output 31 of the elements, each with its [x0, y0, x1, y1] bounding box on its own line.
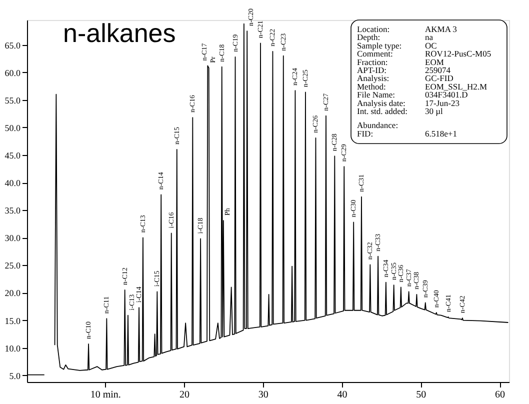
y-tick-label: 40.0 [4, 178, 21, 188]
text: FID: 6.518e+1 [357, 128, 457, 138]
text: Analysis: GC-FID [357, 73, 454, 84]
x-tick-label: 60 [495, 390, 506, 400]
y-tick-label: 30.0 [4, 233, 21, 244]
y-tick-label: 15.0 [4, 316, 21, 326]
text: APT-ID: 259074 [357, 65, 450, 75]
text: Analysis date: 17-Jun-23 [357, 98, 460, 108]
y-tick-label: 45.0 [4, 150, 21, 160]
x-tick-label: 30 [258, 390, 268, 400]
x-tick-label: 50 [416, 390, 426, 400]
text: File Name: 034F3401.D [357, 90, 468, 100]
text: Int. std. added: 30 µl [357, 106, 443, 116]
text: Depth: na [357, 32, 434, 42]
y-tick-label: 50.0 [4, 122, 21, 133]
y-tick-label: 25.0 [4, 260, 21, 271]
y-tick-label: 65.0 [4, 40, 21, 50]
x-tick-label: 40 [337, 390, 348, 400]
x-tick-label: 10 min. [90, 390, 121, 400]
y-tick-label: 35.0 [4, 206, 21, 216]
y-tick-label: 60.0 [4, 68, 21, 78]
text: Location: AKMA 3 [357, 24, 457, 34]
text: Fraction: EOM [357, 56, 444, 67]
text: Method: EOM_SSL_H2.M [357, 81, 488, 92]
y-tick-label: 10.0 [4, 343, 21, 354]
y-tick-label: 20.0 [4, 288, 21, 298]
y-tick-label: 55.0 [4, 95, 21, 106]
annotation: Abundance: [357, 120, 398, 130]
y-tick-label: 5.0 [9, 370, 21, 381]
chart-title: n-alkanes [63, 18, 176, 48]
x-tick-label: 20 [179, 390, 190, 400]
